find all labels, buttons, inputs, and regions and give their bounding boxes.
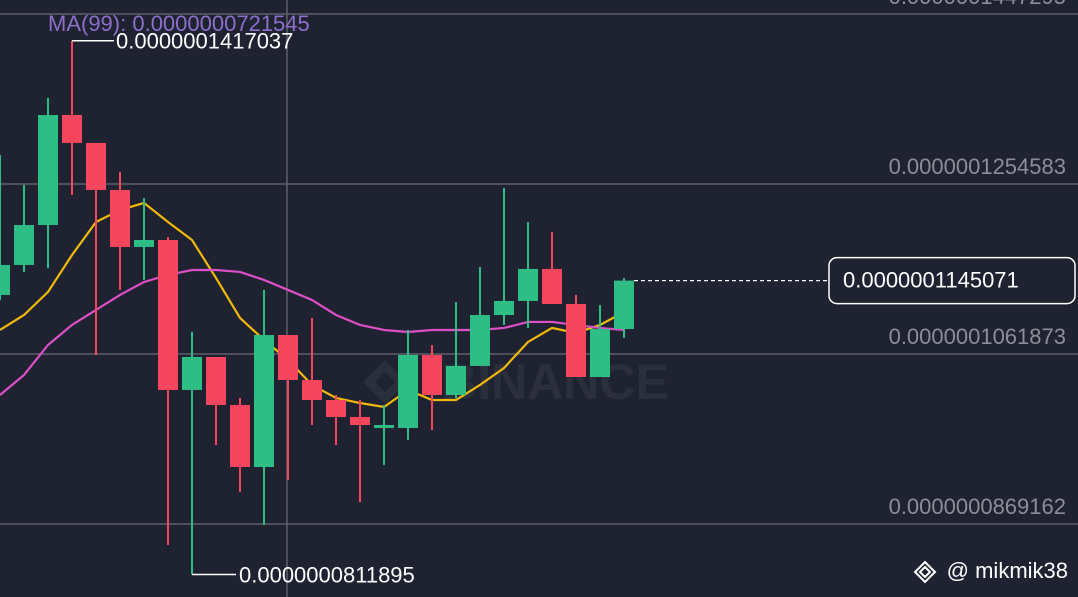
ma-line [0, 268, 625, 396]
candle-body [566, 303, 586, 377]
candle-body [206, 356, 226, 405]
candle-body [134, 239, 154, 247]
candle-body [470, 314, 490, 366]
grid: 0.0000001447295 0.0000001254583 0.00000010… [0, 0, 1078, 525]
candle-body [374, 424, 394, 428]
ma-label: MA(99): 0.0000000721545 [48, 11, 310, 36]
candle-body [62, 114, 82, 143]
candle-body [254, 335, 274, 467]
candle-body [422, 354, 442, 395]
candle-body [302, 379, 322, 401]
watermark-logo [363, 360, 407, 404]
y-tick-label: 0.0000000869162 [889, 494, 1066, 519]
candle-body [326, 400, 346, 417]
candle-body [0, 264, 10, 295]
candle-body [446, 365, 466, 395]
candle-body [542, 268, 562, 304]
candle-body [158, 239, 178, 390]
candle-body [14, 225, 34, 265]
y-tick-label: 0.0000001254583 [889, 154, 1066, 179]
candle-body [86, 142, 106, 190]
candle-body [590, 329, 610, 377]
candle-body [110, 189, 130, 247]
candle-body [182, 356, 202, 390]
credit: @ mikmik38 [947, 558, 1068, 583]
candle-body [518, 268, 538, 301]
y-tick-label: 0.0000001447295 [889, 0, 1066, 9]
candle-body [494, 300, 514, 315]
candle-body [230, 404, 250, 467]
candle-body [350, 416, 370, 425]
low-label: 0.0000000811895 [239, 562, 415, 587]
candle-body [398, 354, 418, 428]
high-label: 0.0000001417037 [116, 29, 293, 54]
candle-body [278, 335, 298, 380]
y-tick-label: 0.0000001061873 [889, 324, 1066, 349]
credit-logo [913, 560, 937, 584]
candle-body [614, 280, 634, 330]
last-price-box [828, 256, 1076, 305]
candle-body [38, 114, 58, 226]
marks [0, 40, 634, 575]
last-price-label: 0.0000001145071 [843, 267, 1019, 292]
